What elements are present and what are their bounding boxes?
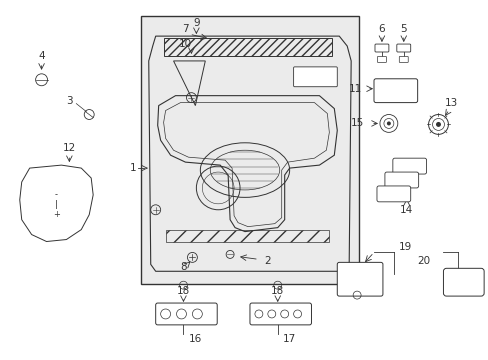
Text: |: | bbox=[55, 200, 58, 209]
Text: 5: 5 bbox=[400, 24, 406, 34]
Text: 9: 9 bbox=[193, 18, 199, 28]
Text: 8: 8 bbox=[180, 262, 186, 272]
Text: 3: 3 bbox=[66, 96, 73, 105]
Bar bbox=[163, 38, 332, 56]
Text: 14: 14 bbox=[399, 205, 412, 215]
Text: 12: 12 bbox=[62, 143, 76, 153]
FancyBboxPatch shape bbox=[377, 57, 386, 62]
FancyBboxPatch shape bbox=[384, 172, 418, 188]
Circle shape bbox=[386, 121, 390, 125]
FancyBboxPatch shape bbox=[249, 303, 311, 325]
Text: 17: 17 bbox=[283, 334, 296, 344]
FancyBboxPatch shape bbox=[337, 262, 382, 296]
Text: 2: 2 bbox=[264, 256, 270, 266]
FancyBboxPatch shape bbox=[293, 67, 337, 87]
Text: 18: 18 bbox=[177, 286, 190, 296]
FancyBboxPatch shape bbox=[443, 268, 483, 296]
Bar bbox=[165, 230, 328, 242]
Text: 6: 6 bbox=[378, 24, 385, 34]
Text: 4: 4 bbox=[38, 51, 45, 61]
Text: 20: 20 bbox=[416, 256, 429, 266]
Text: 1: 1 bbox=[129, 163, 136, 173]
Text: 16: 16 bbox=[188, 334, 202, 344]
FancyBboxPatch shape bbox=[396, 44, 410, 52]
Text: 11: 11 bbox=[348, 84, 361, 94]
FancyBboxPatch shape bbox=[374, 44, 388, 52]
FancyBboxPatch shape bbox=[155, 303, 217, 325]
Text: +: + bbox=[53, 210, 60, 219]
FancyBboxPatch shape bbox=[376, 186, 410, 202]
Bar bbox=[141, 16, 358, 284]
Text: 19: 19 bbox=[398, 243, 411, 252]
Text: 10: 10 bbox=[179, 39, 192, 49]
Text: 15: 15 bbox=[350, 118, 363, 129]
FancyBboxPatch shape bbox=[392, 158, 426, 174]
FancyBboxPatch shape bbox=[373, 79, 417, 103]
FancyBboxPatch shape bbox=[399, 57, 407, 62]
Text: 7: 7 bbox=[182, 24, 188, 34]
Text: 13: 13 bbox=[444, 98, 457, 108]
Text: 18: 18 bbox=[270, 286, 284, 296]
Circle shape bbox=[435, 122, 440, 127]
Text: -: - bbox=[55, 190, 58, 199]
